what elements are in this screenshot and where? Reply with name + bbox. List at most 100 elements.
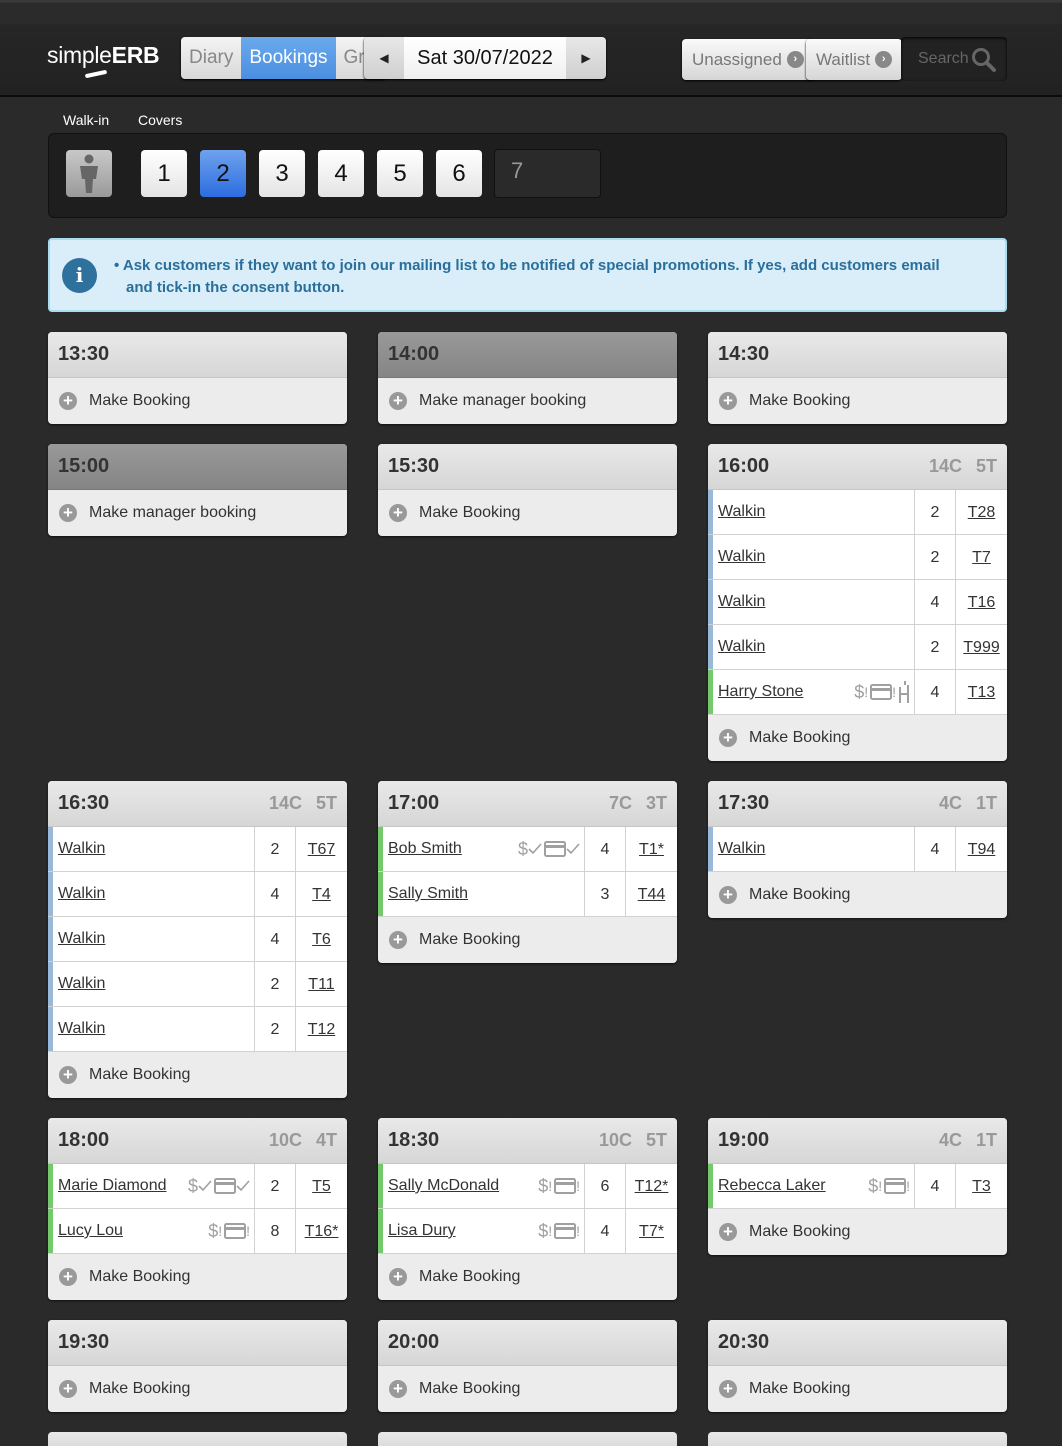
- search-input[interactable]: Search: [901, 37, 1007, 81]
- unassigned-button[interactable]: Unassigned ›: [682, 39, 814, 80]
- slot-card-1730: 17:30 4C 1T Walkin 4 T94 + Make Booking: [708, 781, 1007, 918]
- table-link[interactable]: T4: [312, 886, 331, 903]
- booking-name-link[interactable]: Walkin: [718, 638, 766, 655]
- make-booking-button[interactable]: + Make Booking: [708, 715, 1007, 761]
- booking-status-icons: $!!: [208, 1221, 254, 1242]
- search-placeholder: Search: [918, 50, 969, 67]
- booking-name-link[interactable]: Walkin: [718, 840, 766, 857]
- make-manager-booking-button[interactable]: + Make manager booking: [378, 378, 677, 424]
- booking-covers: 2: [915, 535, 956, 579]
- plus-circle-icon: +: [59, 504, 77, 522]
- prev-day-button[interactable]: ◀: [364, 37, 404, 79]
- covers-button-2[interactable]: 2: [200, 150, 246, 197]
- plus-circle-icon: +: [389, 1380, 407, 1398]
- booking-name-link[interactable]: Sally McDonald: [388, 1177, 500, 1194]
- booking-name-link[interactable]: Walkin: [718, 548, 766, 565]
- make-booking-button[interactable]: + Make Booking: [378, 490, 677, 536]
- slot-card-1930: 19:30 + Make Booking: [48, 1320, 347, 1412]
- booking-name-link[interactable]: Bob Smith: [388, 840, 462, 857]
- date-display[interactable]: Sat 30/07/2022: [404, 37, 566, 79]
- logo-text-bold: ERB: [111, 42, 160, 68]
- booking-covers: 4: [915, 580, 956, 624]
- booking-name-cell: Walkin: [708, 490, 915, 534]
- make-booking-button[interactable]: + Make Booking: [48, 1366, 347, 1412]
- table-link[interactable]: T44: [637, 886, 666, 903]
- dollar-alert-icon: $!: [208, 1220, 223, 1241]
- booking-name-link[interactable]: Marie Diamond: [58, 1177, 167, 1194]
- plus-circle-icon: +: [59, 392, 77, 410]
- booking-row: Walkin 4 T6: [48, 917, 347, 962]
- table-link[interactable]: T6: [312, 931, 331, 948]
- booking-row: Walkin 2 T12: [48, 1007, 347, 1052]
- covers-button-5[interactable]: 5: [377, 150, 423, 197]
- booking-name-link[interactable]: Walkin: [718, 503, 766, 520]
- simpleerb-logo[interactable]: simpleERB: [47, 42, 160, 79]
- table-link[interactable]: T7*: [639, 1223, 664, 1240]
- booking-covers: 3: [585, 872, 626, 916]
- booking-name-cell: Walkin: [48, 872, 255, 916]
- table-link[interactable]: T5: [312, 1178, 331, 1195]
- covers-button-4[interactable]: 4: [318, 150, 364, 197]
- make-booking-button[interactable]: + Make Booking: [708, 872, 1007, 918]
- table-link[interactable]: T28: [967, 504, 996, 521]
- table-link[interactable]: T67: [307, 841, 336, 858]
- make-booking-button[interactable]: + Make Booking: [708, 1209, 1007, 1255]
- slot-header: 16:00 14C 5T: [708, 444, 1007, 490]
- slot-tables-count: 1T: [975, 1130, 997, 1150]
- make-booking-button[interactable]: + Make Booking: [378, 917, 677, 963]
- table-link[interactable]: T3: [972, 1178, 991, 1195]
- booking-name-link[interactable]: Lisa Dury: [388, 1222, 456, 1239]
- covers-button-3[interactable]: 3: [259, 150, 305, 197]
- booking-name-link[interactable]: Rebecca Laker: [718, 1177, 826, 1194]
- plus-circle-icon: +: [389, 931, 407, 949]
- booking-name-cell: Rebecca Laker $!!: [708, 1164, 915, 1208]
- slot-header: 15:00: [48, 444, 347, 490]
- make-booking-button[interactable]: + Make Booking: [708, 378, 1007, 424]
- tab-diary[interactable]: Diary: [181, 37, 242, 79]
- table-link[interactable]: T13: [967, 684, 996, 701]
- make-booking-button[interactable]: + Make Booking: [378, 1254, 677, 1300]
- covers-button-6[interactable]: 6: [436, 150, 482, 197]
- custom-covers-input[interactable]: 7: [494, 149, 601, 198]
- table-link[interactable]: T1*: [639, 841, 664, 858]
- slot-time: 17:30: [718, 792, 770, 814]
- plus-circle-icon: +: [719, 1223, 737, 1241]
- booking-name-link[interactable]: Walkin: [58, 1020, 106, 1037]
- table-link[interactable]: T11: [308, 976, 335, 993]
- make-booking-button[interactable]: + Make Booking: [48, 1254, 347, 1300]
- booking-name-link[interactable]: Walkin: [58, 930, 106, 947]
- table-link[interactable]: T999: [963, 639, 1000, 656]
- covers-button-1[interactable]: 1: [141, 150, 187, 197]
- waitlist-button[interactable]: Waitlist ›: [806, 39, 903, 80]
- make-manager-booking-button[interactable]: + Make manager booking: [48, 490, 347, 536]
- table-link[interactable]: T12*: [634, 1178, 669, 1195]
- make-booking-button[interactable]: + Make Booking: [48, 1052, 347, 1098]
- slot-time: 18:30: [388, 1129, 440, 1151]
- booking-table-cell: T1*: [626, 827, 677, 871]
- slot-tables-count: 4T: [315, 1130, 337, 1150]
- booking-name-link[interactable]: Harry Stone: [718, 683, 804, 700]
- booking-name-link[interactable]: Walkin: [58, 975, 106, 992]
- slot-card-1630: 16:30 14C 5T Walkin 2 T67 Walkin 4 T4 Walkin 4 T6 Wa…: [48, 781, 347, 1098]
- booking-name-link[interactable]: Walkin: [58, 885, 106, 902]
- table-link[interactable]: T16*: [304, 1223, 339, 1240]
- slot-header: 17:00 7C 3T: [378, 781, 677, 827]
- booking-name-link[interactable]: Walkin: [58, 840, 106, 857]
- table-link[interactable]: T94: [967, 841, 996, 858]
- walkin-button[interactable]: [66, 150, 112, 197]
- make-booking-button[interactable]: + Make Booking: [48, 378, 347, 424]
- plus-circle-icon: +: [719, 886, 737, 904]
- make-booking-button[interactable]: + Make Booking: [708, 1366, 1007, 1412]
- plus-circle-icon: +: [719, 1380, 737, 1398]
- tab-bookings[interactable]: Bookings: [241, 37, 336, 79]
- table-link[interactable]: T12: [307, 1021, 336, 1038]
- table-link[interactable]: T7: [972, 549, 991, 566]
- booking-name-link[interactable]: Walkin: [718, 593, 766, 610]
- make-booking-button[interactable]: + Make Booking: [378, 1366, 677, 1412]
- booking-name-link[interactable]: Sally Smith: [388, 885, 469, 902]
- booking-status-icons: $!!: [854, 681, 914, 703]
- booking-name-link[interactable]: Lucy Lou: [58, 1222, 123, 1239]
- next-day-button[interactable]: ▶: [566, 37, 606, 79]
- booking-status-icons: $: [188, 1176, 254, 1197]
- table-link[interactable]: T16: [967, 594, 996, 611]
